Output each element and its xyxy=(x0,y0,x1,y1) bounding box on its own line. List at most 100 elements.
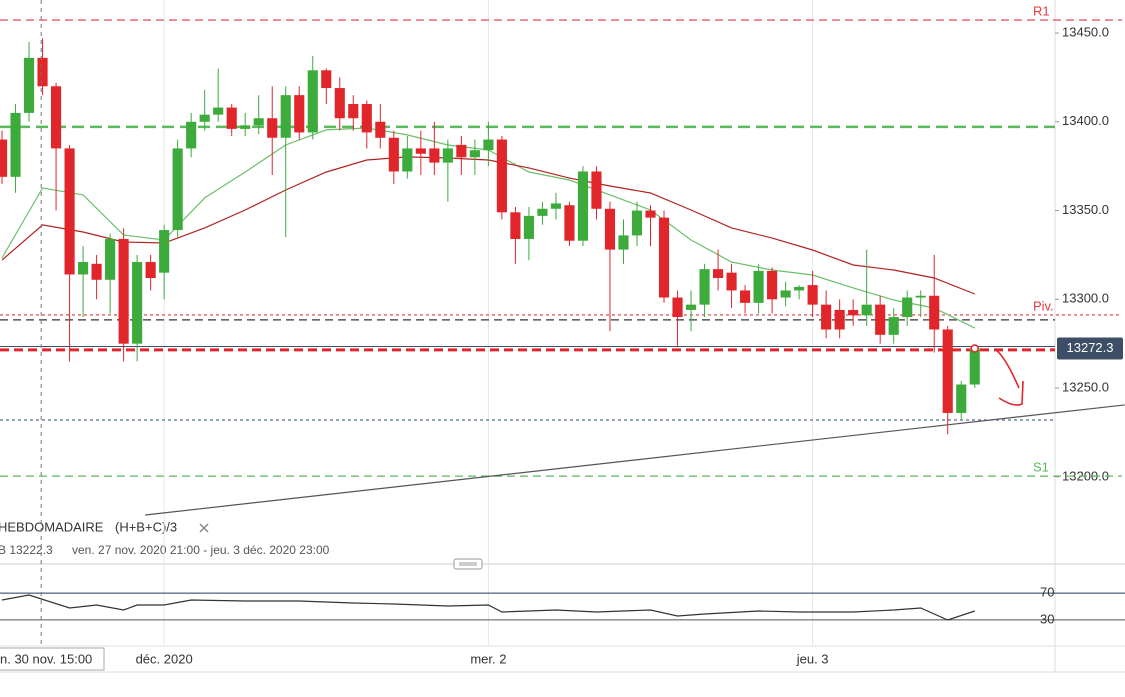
candle-body xyxy=(159,230,170,273)
candle-body xyxy=(672,297,683,318)
candle-body xyxy=(483,139,494,151)
candle-body xyxy=(172,148,183,231)
oscillator-tick-label: 30 xyxy=(1040,611,1054,626)
candle-body xyxy=(23,57,35,113)
candle-body xyxy=(186,121,197,149)
candle-body xyxy=(267,118,278,138)
candle-body xyxy=(591,171,602,209)
last-close-marker xyxy=(970,344,980,353)
close-icon-stroke xyxy=(199,523,209,533)
candle-body xyxy=(91,263,102,280)
candle-body xyxy=(550,203,562,209)
candle-body xyxy=(37,57,48,87)
y-tick-label: 13400.0 xyxy=(1062,113,1109,128)
candle-body xyxy=(618,235,629,250)
y-tick-label: 13250.0 xyxy=(1062,380,1109,395)
candle-body xyxy=(334,88,345,119)
candle-body xyxy=(496,139,507,213)
candle-body xyxy=(604,208,616,250)
candle-body xyxy=(929,295,940,330)
y-tick-label: 13300.0 xyxy=(1062,291,1109,306)
candle-body xyxy=(280,95,291,138)
candle-body xyxy=(888,317,899,335)
candle-body xyxy=(321,70,332,89)
candle-body xyxy=(915,295,926,298)
candle-body xyxy=(307,70,318,133)
candle-body xyxy=(969,348,980,385)
level-label: R1 xyxy=(1033,3,1050,18)
candle-body xyxy=(145,262,156,279)
candle-body xyxy=(0,139,8,177)
candle-body xyxy=(848,309,859,316)
pivot-name: HEBDOMADAIRE xyxy=(0,519,104,534)
candle-body xyxy=(726,272,737,291)
candle-body xyxy=(712,269,724,279)
candle-body xyxy=(658,217,670,298)
candle-body xyxy=(213,107,224,115)
candle-body xyxy=(348,104,359,119)
trendline xyxy=(145,404,1125,516)
hand-drawing xyxy=(998,380,1024,406)
candle-body xyxy=(78,262,89,275)
candle-body xyxy=(631,210,643,236)
candle-body xyxy=(51,86,62,149)
candle-body xyxy=(794,286,805,291)
candle-body xyxy=(767,270,778,300)
candle-body xyxy=(118,238,129,344)
candle-body xyxy=(375,121,386,138)
candle-body xyxy=(821,304,832,330)
candle-body xyxy=(10,112,21,177)
oscillator-tick-label: 70 xyxy=(1040,585,1054,600)
candle-body xyxy=(685,304,697,310)
candle-body xyxy=(699,269,710,305)
last-price-label: 13272.3 xyxy=(1067,340,1114,355)
x-tick-label: jeu. 3 xyxy=(796,651,829,666)
pivot-range: ven. 27 nov. 2020 21:00 - jeu. 3 déc. 20… xyxy=(72,543,330,557)
candle-body xyxy=(956,384,967,413)
close-icon[interactable] xyxy=(199,523,209,533)
candle-body xyxy=(361,104,372,133)
candle-body xyxy=(902,297,913,318)
candle-body xyxy=(942,329,953,413)
candle-body xyxy=(415,148,426,154)
pivot-formula: (H+B+C)/3 xyxy=(115,519,177,534)
candle-body xyxy=(64,148,75,275)
candle-body xyxy=(645,210,656,218)
candle-body xyxy=(456,144,467,158)
candle-body xyxy=(537,208,548,216)
candle-body xyxy=(523,215,534,239)
candle-body xyxy=(875,304,886,335)
candle-body xyxy=(564,205,575,241)
hand-drawing xyxy=(995,349,1020,389)
y-tick-label: 13450.0 xyxy=(1062,24,1109,39)
candle-body xyxy=(861,304,872,316)
candle-body xyxy=(105,238,116,280)
candle-body xyxy=(753,270,764,303)
candle-body xyxy=(199,114,210,122)
x-tick-label: mer. 2 xyxy=(470,651,506,666)
pivot-value: B 13222.3 xyxy=(0,543,53,557)
candle-body xyxy=(294,95,305,133)
resize-handle[interactable] xyxy=(453,558,483,570)
crosshair-label: n. 30 nov. 15:00 xyxy=(0,651,92,666)
candle-body xyxy=(132,262,143,344)
y-tick-label: 13350.0 xyxy=(1062,202,1109,217)
level-label: Piv. xyxy=(1033,298,1054,313)
level-label: S1 xyxy=(1033,460,1049,475)
candle-body xyxy=(834,309,845,330)
candle-body xyxy=(442,148,453,163)
last-price-tag xyxy=(1057,337,1123,360)
candle-body xyxy=(807,285,818,305)
candle-body xyxy=(469,150,480,158)
candle-body xyxy=(429,148,440,163)
candle-body xyxy=(388,137,399,172)
candle-body xyxy=(577,171,589,241)
candle-body xyxy=(780,290,791,298)
candle-body xyxy=(240,125,251,129)
x-tick-label: déc. 2020 xyxy=(136,651,193,666)
candle-body xyxy=(253,118,264,126)
candle-body xyxy=(510,212,521,239)
crosshair-label-box xyxy=(0,647,105,671)
candle-body xyxy=(740,290,751,303)
